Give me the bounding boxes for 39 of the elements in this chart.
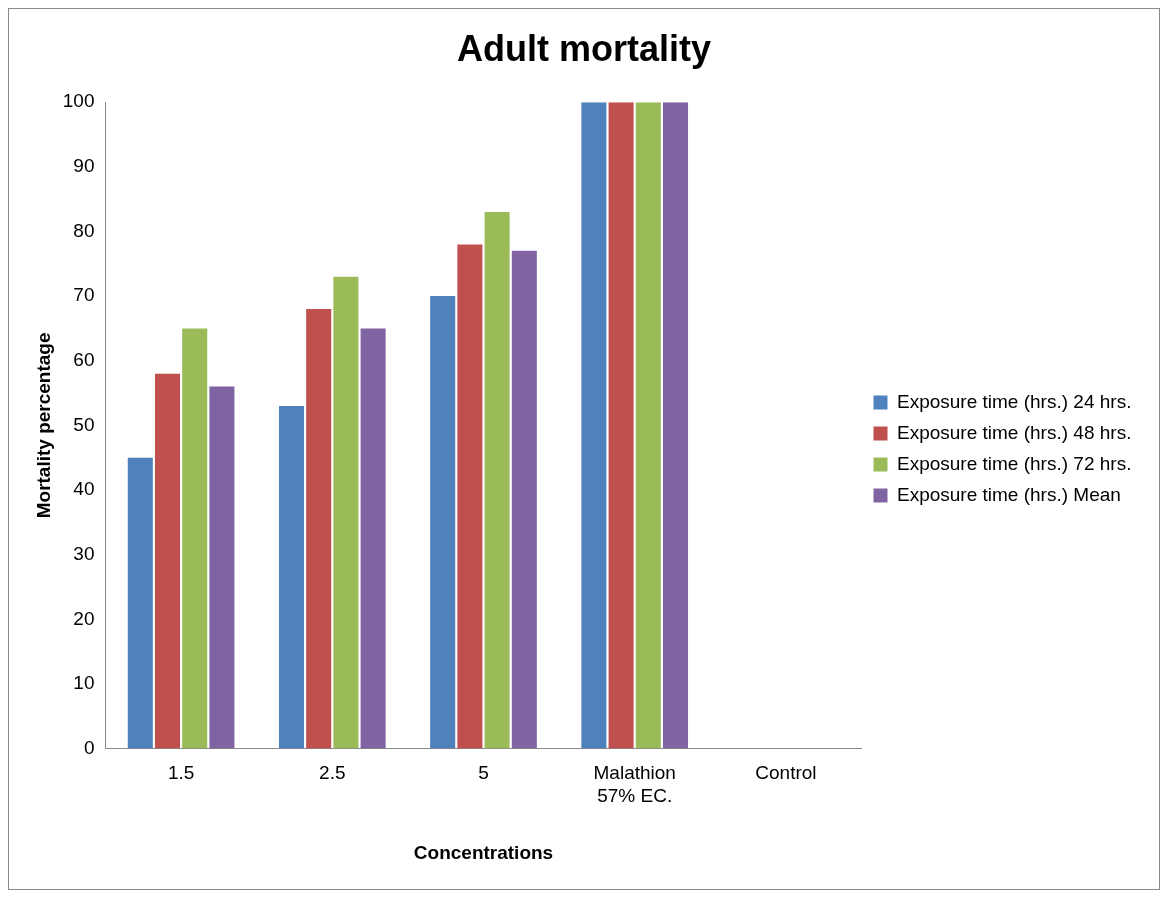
bar — [511, 250, 537, 749]
bar — [154, 373, 181, 749]
y-tick-label: 10 — [73, 672, 95, 694]
x-tick-label: 5 — [478, 762, 489, 784]
bar — [182, 328, 208, 749]
bar — [581, 102, 607, 749]
y-tick-label: 30 — [73, 542, 95, 564]
y-tick-label: 40 — [73, 478, 95, 500]
bar — [278, 406, 304, 749]
y-tick-label: 60 — [73, 348, 95, 370]
y-tick-label: 90 — [73, 155, 95, 177]
bar — [360, 328, 386, 749]
x-tick-label: 2.5 — [319, 762, 346, 784]
y-axis-title: Mortality percentage — [32, 332, 54, 519]
legend-label: Exposure time (hrs.) 24 hrs. — [897, 390, 1132, 412]
legend-label: Exposure time (hrs.) Mean — [897, 483, 1121, 505]
x-tick-label: Malathion 57% EC. — [593, 762, 676, 807]
y-tick-label: 0 — [83, 736, 95, 758]
y-tick-label: 20 — [73, 607, 95, 629]
y-tick-label: 100 — [62, 90, 95, 112]
x-tick-label: 1.5 — [167, 762, 195, 784]
bar — [635, 102, 661, 749]
x-tick-label: Control — [755, 762, 817, 784]
bar — [333, 276, 359, 749]
bar — [608, 102, 634, 749]
y-tick-label: 50 — [73, 413, 95, 435]
y-tick-label: 70 — [73, 284, 95, 306]
bar — [127, 457, 153, 749]
y-tick-label: 80 — [73, 219, 95, 241]
bar — [457, 244, 483, 749]
legend-label: Exposure time (hrs.) 48 hrs. — [897, 421, 1132, 443]
chart-title: Adult mortality — [456, 27, 712, 69]
bar — [663, 102, 689, 749]
legend-label: Exposure time (hrs.) 72 hrs. — [897, 452, 1132, 474]
bar — [484, 212, 510, 749]
x-axis-title: Concentrations — [413, 841, 554, 863]
bar — [430, 296, 456, 749]
bar — [306, 309, 332, 749]
bar — [209, 386, 235, 749]
